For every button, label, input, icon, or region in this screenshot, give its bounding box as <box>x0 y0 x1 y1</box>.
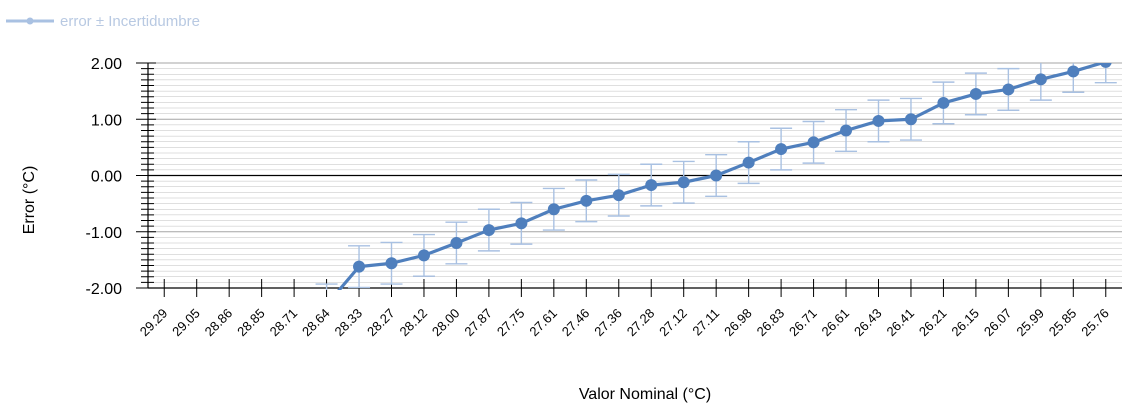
x-tick-label: 25.76 <box>1078 306 1112 340</box>
x-tick-label: 26.71 <box>786 306 820 340</box>
legend-label: error ± Incertidumbre <box>60 13 200 30</box>
x-tick-label: 25.85 <box>1046 306 1080 340</box>
x-tick-label: 26.83 <box>754 306 788 340</box>
x-tick-label: 26.41 <box>883 306 917 340</box>
data-point <box>840 124 853 137</box>
x-tick-label: 28.33 <box>332 306 366 340</box>
y-tick-labels: 2.00 1.00 0.00 -1.00 -2.00 <box>86 56 123 298</box>
x-tick-label: 29.05 <box>169 306 203 340</box>
data-point <box>450 237 463 249</box>
data-point <box>775 143 788 156</box>
x-tick-label: 28.27 <box>364 306 398 340</box>
series <box>315 63 1117 290</box>
x-tick-labels: 29.2929.0528.8628.8528.7128.6428.3328.27… <box>137 306 1112 340</box>
data-point <box>742 156 755 169</box>
data-point <box>1002 83 1015 96</box>
data-point <box>645 179 658 192</box>
x-tick-label: 26.15 <box>948 306 982 340</box>
legend-marker-swatch <box>26 17 34 25</box>
error-bar <box>1094 63 1117 84</box>
data-point <box>937 96 950 109</box>
error-bar <box>315 283 338 290</box>
data-point <box>872 114 885 127</box>
data-point <box>580 194 593 207</box>
data-point <box>515 217 528 230</box>
x-tick-label: 26.98 <box>721 306 755 340</box>
data-point <box>547 203 560 216</box>
x-tick-label: 27.36 <box>591 306 625 340</box>
x-tick-label: 27.46 <box>559 306 593 340</box>
x-tick-label: 26.07 <box>981 306 1015 340</box>
x-tick-label: 26.21 <box>916 306 950 340</box>
x-tick-label: 28.64 <box>299 306 333 340</box>
data-point <box>353 260 366 273</box>
x-tick-label: 28.12 <box>396 306 430 340</box>
data-point <box>969 87 982 100</box>
data-point <box>807 136 820 149</box>
x-tick-label: 29.29 <box>137 306 171 340</box>
grid <box>148 62 1122 289</box>
x-tick-label: 26.61 <box>819 306 853 340</box>
y-tick-label: 1.00 <box>91 112 122 129</box>
x-tick-label: 25.99 <box>1013 306 1047 340</box>
data-point <box>1034 73 1047 86</box>
axes <box>136 62 1122 297</box>
x-tick-label: 27.11 <box>689 306 722 339</box>
x-tick-label: 27.12 <box>656 306 690 340</box>
x-tick-label: 28.00 <box>429 306 463 340</box>
data-point <box>482 224 495 237</box>
data-point <box>417 249 430 262</box>
data-point <box>1067 65 1080 78</box>
x-tick-label: 27.61 <box>526 306 560 340</box>
data-point <box>385 257 398 270</box>
x-tick-label: 28.85 <box>234 306 268 340</box>
y-tick-label: -2.00 <box>86 281 123 298</box>
legend: error ± Incertidumbre <box>6 13 200 30</box>
data-point <box>710 169 723 182</box>
data-point <box>677 176 690 189</box>
x-tick-label: 27.75 <box>494 306 528 340</box>
x-tick-label: 27.87 <box>461 306 495 340</box>
x-tick-label: 28.71 <box>267 306 301 340</box>
x-axis-title: Valor Nominal (°C) <box>579 386 711 403</box>
x-tick-label: 27.28 <box>624 306 658 340</box>
y-tick-label: 2.00 <box>91 56 122 73</box>
x-tick-label: 26.43 <box>851 306 885 340</box>
y-tick-label: 0.00 <box>91 169 122 186</box>
x-tick-label: 28.86 <box>202 306 236 340</box>
data-point <box>612 189 625 202</box>
y-axis-title: Error (°C) <box>21 166 38 235</box>
y-tick-label: -1.00 <box>86 225 123 242</box>
data-point <box>1099 63 1112 68</box>
data-point <box>904 113 917 126</box>
